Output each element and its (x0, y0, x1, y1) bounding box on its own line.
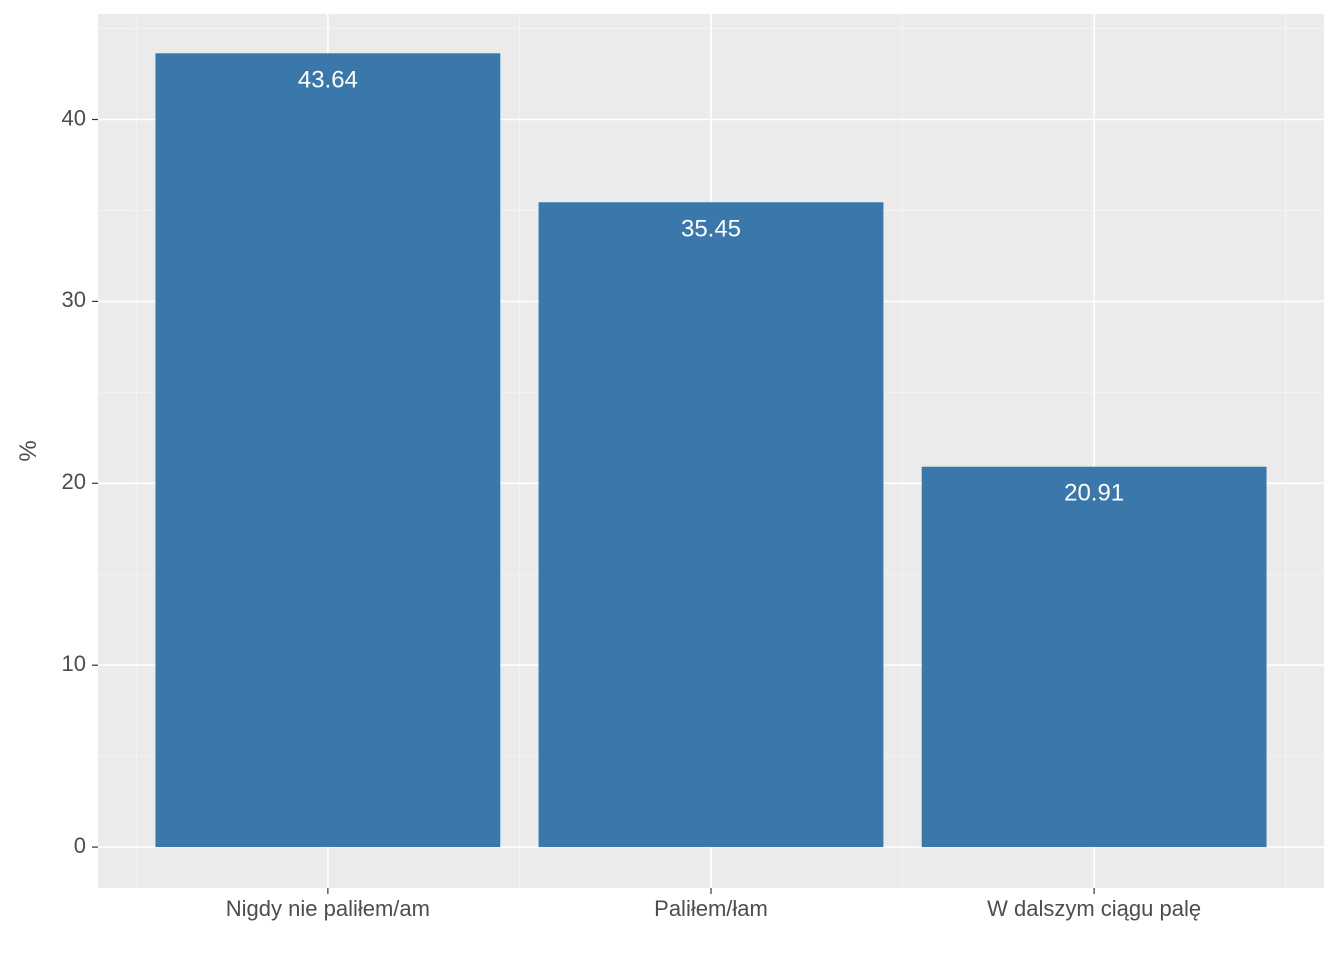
y-tick-label: 30 (62, 287, 86, 312)
bar (539, 202, 884, 847)
y-axis-title: % (15, 440, 42, 461)
y-tick-label: 10 (62, 651, 86, 676)
y-tick-label: 40 (62, 105, 86, 130)
x-axis: Nigdy nie paliłem/am Paliłem/łam W dalszym… (226, 888, 1201, 921)
x-tick-label: W dalszym ciągu palę (987, 896, 1201, 921)
y-tick-label: 0 (74, 833, 86, 858)
bar (922, 467, 1267, 847)
bar-chart: 43.64 35.45 20.91 0 10 20 30 40 Nigdy nie paliłe… (0, 0, 1344, 960)
bar (155, 53, 500, 847)
y-axis: 0 10 20 30 40 (62, 105, 98, 858)
bar-value-label: 20.91 (1064, 480, 1124, 507)
bar-value-label: 35.45 (681, 215, 741, 242)
y-tick-label: 20 (62, 469, 86, 494)
bar-value-label: 43.64 (298, 66, 358, 93)
x-tick-label: Nigdy nie paliłem/am (226, 896, 430, 921)
x-tick-label: Paliłem/łam (654, 896, 768, 921)
